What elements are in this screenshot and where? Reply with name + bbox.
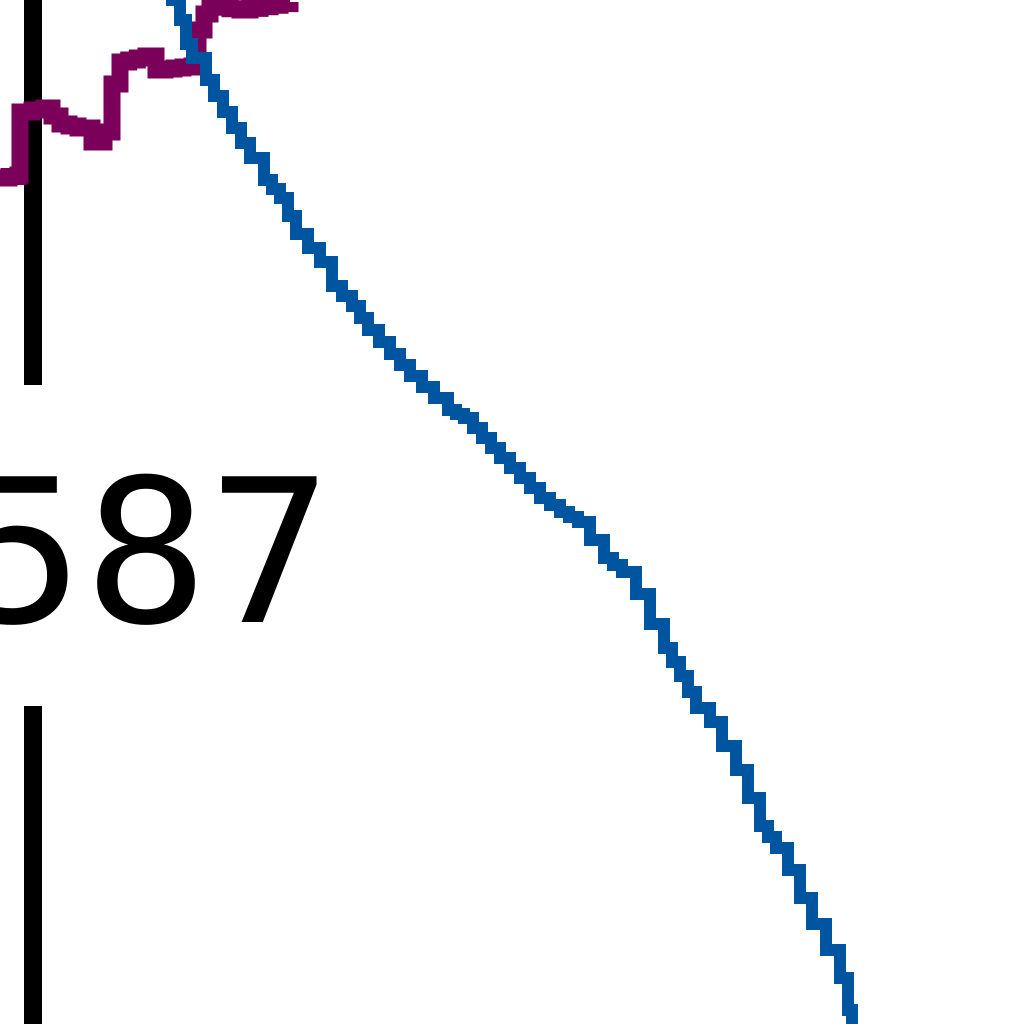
y-tick-label: 587 (0, 437, 332, 670)
series-layer (0, 0, 858, 1024)
series-line-2 (166, 0, 858, 1024)
series-line-1 (0, 0, 299, 187)
